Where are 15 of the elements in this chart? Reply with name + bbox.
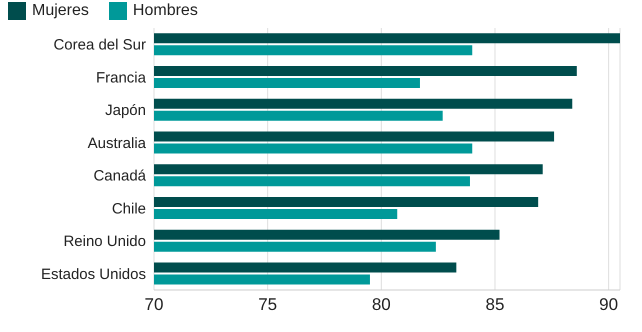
y-tick-label: Chile: [112, 200, 146, 218]
x-tick-label: 75: [258, 295, 278, 314]
y-tick-label: Canadá: [93, 168, 147, 185]
y-tick-label: Francia: [96, 69, 147, 86]
y-tick-label: Corea del Sur: [53, 36, 146, 54]
y-tick-label: Japón: [105, 102, 146, 120]
x-tick-label: 70: [144, 295, 164, 314]
x-tick-label: 85: [486, 295, 504, 314]
y-tick-label: Estados Unidos: [40, 266, 146, 283]
legend-label: Mujeres: [31, 2, 89, 20]
y-tick-label: Australia: [88, 134, 147, 152]
y-tick-label: Reino Unido: [63, 233, 146, 250]
x-tick-label: 90: [599, 295, 618, 314]
legend-label: Hombres: [132, 2, 198, 20]
x-tick-label: 80: [372, 295, 391, 314]
